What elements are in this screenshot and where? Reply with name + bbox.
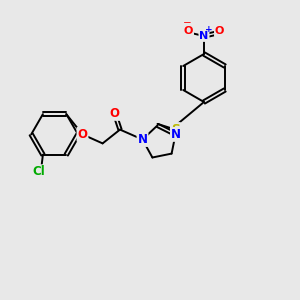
Text: S: S — [171, 123, 180, 136]
Text: O: O — [110, 107, 120, 120]
Text: N: N — [137, 133, 148, 146]
Text: Cl: Cl — [33, 165, 45, 178]
Text: O: O — [215, 26, 224, 36]
Text: N: N — [171, 128, 181, 141]
Text: O: O — [184, 26, 193, 36]
Text: N: N — [200, 31, 208, 41]
Text: O: O — [77, 128, 88, 141]
Text: +: + — [205, 25, 212, 34]
Text: −: − — [182, 18, 191, 28]
